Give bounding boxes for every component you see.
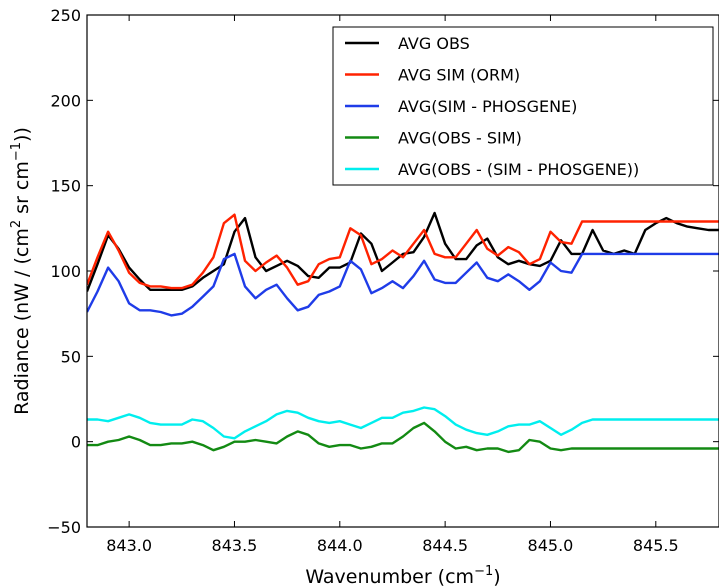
legend-label: AVG SIM (ORM) <box>398 66 520 85</box>
y-axis-title-main: Radiance (nW / (cm <box>11 228 33 415</box>
y-axis-title-sup2: −1 <box>9 142 24 161</box>
y-tick-label: 50 <box>61 347 81 366</box>
y-tick-label: 100 <box>50 262 81 281</box>
x-tick-label: 845.0 <box>528 536 574 555</box>
x-axis-title-main: Wavenumber (cm <box>305 566 474 588</box>
tick-labels: 843.0 843.5 844.0 844.5 845.0 845.5 −50 0 50 100 1… <box>47 6 678 555</box>
series-line-5 <box>87 406 719 440</box>
y-axis-title-sup1: 2 <box>9 220 24 228</box>
y-tick-label: −50 <box>47 518 81 537</box>
legend-label: AVG OBS <box>398 34 470 53</box>
y-tick-label: 250 <box>50 6 81 25</box>
legend-label: AVG(OBS - SIM) <box>398 129 522 148</box>
legend-label: AVG(SIM - PHOSGENE) <box>398 97 577 116</box>
legend-label: AVG(OBS - (SIM - PHOSGENE)) <box>398 160 639 179</box>
y-tick-label: 200 <box>50 91 81 110</box>
y-axis-title-mid: sr cm <box>11 161 33 220</box>
x-tick-label: 845.5 <box>633 536 679 555</box>
x-axis-title-sup: −1 <box>474 564 493 579</box>
x-tick-label: 843.0 <box>106 536 152 555</box>
series-line-3 <box>87 252 719 317</box>
series-line-4 <box>87 421 719 454</box>
legend-box <box>332 26 714 186</box>
y-tick-label: 0 <box>71 433 81 452</box>
x-axis-title-end: ) <box>493 566 500 588</box>
y-axis-title: Radiance (nW / (cm2 sr cm−1)) <box>9 127 33 415</box>
series-layer <box>87 211 719 454</box>
legend: AVG OBS AVG SIM (ORM) AVG(SIM - PHOSGENE) A… <box>332 26 714 186</box>
x-tick-label: 844.5 <box>422 536 468 555</box>
y-tick-label: 150 <box>50 177 81 196</box>
series-line-2 <box>87 213 719 290</box>
x-tick-label: 843.5 <box>212 536 258 555</box>
plot-frame <box>86 14 719 528</box>
x-tick-label: 844.0 <box>317 536 363 555</box>
y-axis-title-end: )) <box>11 127 33 142</box>
x-axis-title: Wavenumber (cm−1) <box>305 564 500 588</box>
